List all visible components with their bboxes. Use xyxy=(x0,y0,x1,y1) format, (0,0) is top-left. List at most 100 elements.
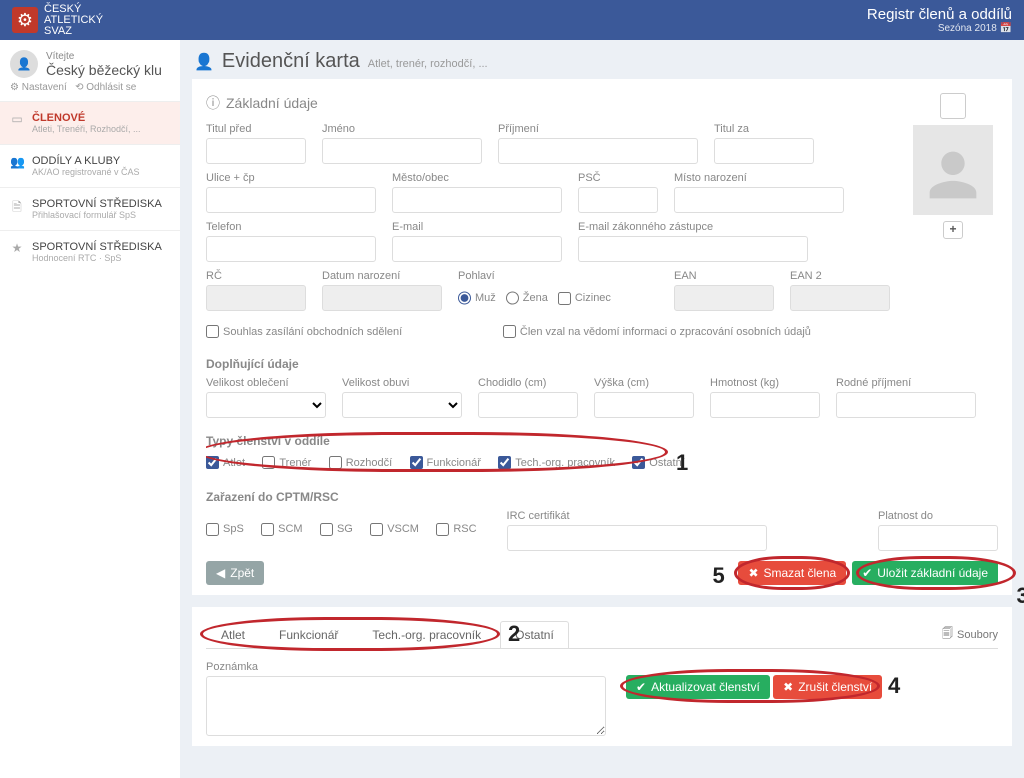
tab-other[interactable]: Ostatní xyxy=(500,621,569,648)
photo-placeholder[interactable] xyxy=(913,125,993,215)
first-name-input[interactable] xyxy=(322,138,482,164)
field-label: PSČ xyxy=(578,172,658,184)
field-label: Velikost obuvi xyxy=(342,377,462,389)
id-card-icon: ▭ xyxy=(10,112,24,126)
irc-cert-input[interactable] xyxy=(507,525,767,551)
field-label: Místo narození xyxy=(674,172,844,184)
cptm-vscm-checkbox[interactable]: VSCM xyxy=(370,523,419,536)
street-input[interactable] xyxy=(206,187,376,213)
field-label: Pohlaví xyxy=(458,270,658,282)
file-icon: 🗎 xyxy=(10,198,24,219)
field-label: Příjmení xyxy=(498,123,698,135)
field-label: EAN 2 xyxy=(790,270,890,282)
annotation-number-5: 5 xyxy=(712,563,724,589)
membership-official-checkbox[interactable]: Funkcionář xyxy=(410,456,481,469)
maiden-name-input[interactable] xyxy=(836,392,976,418)
sidebar-item-members[interactable]: ▭ ČLENOVÉ Atleti, Trenéři, Rozhodčí, ... xyxy=(0,101,180,144)
ean2-input xyxy=(790,285,890,311)
logout-link[interactable]: ⟲ Odhlásit se xyxy=(75,82,136,93)
add-photo-button[interactable]: + xyxy=(943,221,963,239)
sidebar-item-centers-eval[interactable]: ★ SPORTOVNÍ STŘEDISKA Hodnocení RTC · Sp… xyxy=(0,230,180,273)
avatar-placeholder-icon xyxy=(918,135,988,215)
user-box: 👤 Vítejte Český běžecký klu ⚙ Nastavení … xyxy=(0,40,180,101)
sex-male-radio[interactable]: Muž xyxy=(458,285,496,311)
validity-input[interactable] xyxy=(878,525,998,551)
city-input[interactable] xyxy=(392,187,562,213)
field-label: Velikost oblečení xyxy=(206,377,326,389)
photo-slot-small[interactable] xyxy=(940,93,966,119)
foot-cm-input[interactable] xyxy=(478,392,578,418)
membership-techorg-checkbox[interactable]: Tech.-org. pracovník xyxy=(498,456,615,469)
title-after-input[interactable] xyxy=(714,138,814,164)
zip-input[interactable] xyxy=(578,187,658,213)
header-season: Sezóna 2018 xyxy=(938,23,997,34)
email-input[interactable] xyxy=(392,236,562,262)
clothing-size-select[interactable] xyxy=(206,392,326,418)
height-cm-input[interactable] xyxy=(594,392,694,418)
section-extra-title: Doplňující údaje xyxy=(206,357,998,371)
guardian-email-input[interactable] xyxy=(578,236,808,262)
avatar-icon: 👤 xyxy=(10,50,38,78)
sidebar-item-label: ODDÍLY A KLUBY xyxy=(32,155,140,167)
field-label: Hmotnost (kg) xyxy=(710,377,820,389)
field-label: E-mail xyxy=(392,221,562,233)
welcome-text: Vítejte xyxy=(46,51,162,62)
header-title: Registr členů a oddílů xyxy=(867,6,1012,23)
membership-coach-checkbox[interactable]: Trenér xyxy=(262,456,311,469)
logo-area: ⚙ ČESKÝ ATLETICKÝ SVAZ xyxy=(12,4,103,37)
cptm-sg-checkbox[interactable]: SG xyxy=(320,523,353,536)
note-textarea[interactable] xyxy=(206,676,606,736)
sidebar-item-centers[interactable]: 🗎 SPORTOVNÍ STŘEDISKA Přihlašovací formu… xyxy=(0,187,180,230)
org-line: ČESKÝ xyxy=(44,4,103,15)
shoe-size-select[interactable] xyxy=(342,392,462,418)
phone-input[interactable] xyxy=(206,236,376,262)
users-icon: 👥 xyxy=(10,155,24,169)
org-line: SVAZ xyxy=(44,26,103,37)
page-header: 👤 Evidenční karta Atlet, trenér, rozhodč… xyxy=(194,50,1012,73)
cptm-title: Zařazení do CPTM/RSC xyxy=(206,490,998,504)
header-right: Registr členů a oddílů Sezóna 2018 📅 xyxy=(867,6,1012,34)
field-label: Jméno xyxy=(322,123,482,135)
note-label: Poznámka xyxy=(206,661,606,673)
sidebar: 👤 Vítejte Český běžecký klu ⚙ Nastavení … xyxy=(0,40,180,778)
marketing-consent-checkbox[interactable]: Souhlas zasílání obchodních sdělení xyxy=(206,325,402,338)
foreigner-checkbox[interactable]: Cizinec xyxy=(558,292,611,305)
ean-input xyxy=(674,285,774,311)
cptm-rsc-checkbox[interactable]: RSC xyxy=(436,523,476,536)
cancel-membership-button[interactable]: ✖ Zrušit členství xyxy=(773,675,882,699)
membership-referee-checkbox[interactable]: Rozhodčí xyxy=(329,456,392,469)
page-subtitle: Atlet, trenér, rozhodčí, ... xyxy=(368,58,488,70)
field-label: Rodné příjmení xyxy=(836,377,976,389)
cptm-scm-checkbox[interactable]: SCM xyxy=(261,523,302,536)
sidebar-item-sub: Hodnocení RTC · SpS xyxy=(32,253,162,263)
field-label: Město/obec xyxy=(392,172,562,184)
surname-input[interactable] xyxy=(498,138,698,164)
field-label: E-mail zákonného zástupce xyxy=(578,221,808,233)
person-icon: 👤 xyxy=(194,52,214,72)
sidebar-item-clubs[interactable]: 👥 ODDÍLY A KLUBY AK/AO registrované v ČA… xyxy=(0,144,180,187)
birthplace-input[interactable] xyxy=(674,187,844,213)
membership-other-checkbox[interactable]: Ostatní xyxy=(632,456,684,469)
tab-techorg[interactable]: Tech.-org. pracovník xyxy=(357,621,496,648)
save-basic-button[interactable]: ✔ Uložit základní údaje xyxy=(852,561,998,585)
org-line: ATLETICKÝ xyxy=(44,15,103,26)
sex-female-radio[interactable]: Žena xyxy=(506,285,548,311)
field-label: EAN xyxy=(674,270,774,282)
membership-athlete-checkbox[interactable]: Atlet xyxy=(206,456,245,469)
gdpr-consent-checkbox[interactable]: Člen vzal na vědomí informaci o zpracová… xyxy=(503,325,811,338)
tab-athlete[interactable]: Atlet xyxy=(206,621,260,648)
title-before-input[interactable] xyxy=(206,138,306,164)
settings-link[interactable]: ⚙ Nastavení xyxy=(10,82,67,93)
sidebar-item-sub: Atleti, Trenéři, Rozhodčí, ... xyxy=(32,124,141,134)
delete-member-button[interactable]: ✖ Smazat člena xyxy=(738,561,846,585)
tab-official[interactable]: Funkcionář xyxy=(264,621,353,648)
annotation-number-4: 4 xyxy=(888,673,900,699)
cptm-sps-checkbox[interactable]: SpS xyxy=(206,523,244,536)
back-button[interactable]: ◀ Zpět xyxy=(206,561,264,585)
field-label: Telefon xyxy=(206,221,376,233)
update-membership-button[interactable]: ✔ Aktualizovat členství xyxy=(626,675,770,699)
files-link[interactable]: 🗐Soubory xyxy=(942,625,998,644)
field-label: RČ xyxy=(206,270,306,282)
basic-info-panel: + ⓘ Základní údaje Titul před Jméno Příj… xyxy=(192,79,1012,595)
weight-kg-input[interactable] xyxy=(710,392,820,418)
